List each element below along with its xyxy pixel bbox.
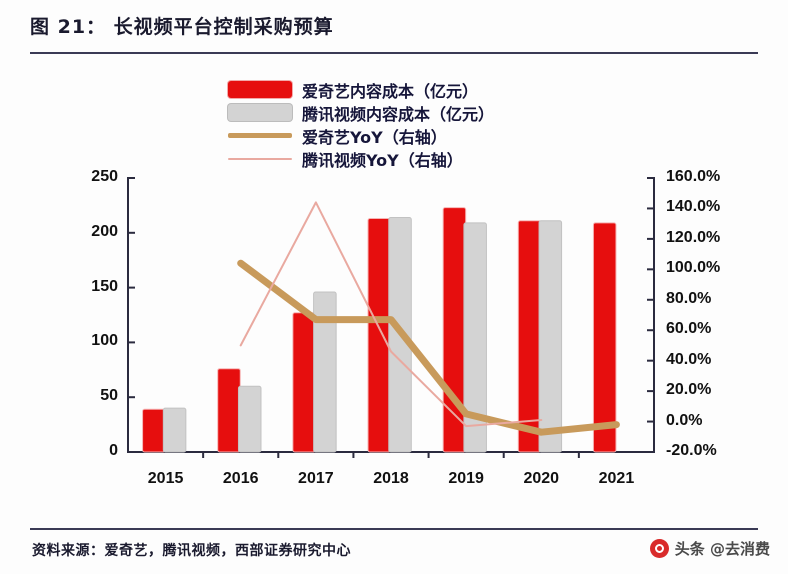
bar--2015	[142, 408, 166, 453]
chart-plot-area: 0 50 100 150 200 250 -20.0% 0.0% 20.0% 40.0% 60.0%…	[91, 168, 721, 487]
y-axis-tick-label: 100	[91, 332, 118, 350]
line-tencent-yoy	[239, 201, 543, 428]
legend-label-tencent-yoy: 腾讯视频YoY（右轴）	[302, 150, 463, 170]
line-iqiyi-yoy	[237, 259, 620, 436]
x-axis-tick-label: 2019	[448, 470, 484, 487]
toutiao-circle-icon	[649, 539, 669, 558]
watermark: 头条 @去消费	[649, 538, 770, 559]
legend-label-iqiyi-cost: 爱奇艺内容成本（亿元）	[302, 81, 479, 101]
legend-line-brown	[228, 133, 292, 138]
legend-label-tencent-cost: 腾讯视频内容成本（亿元）	[302, 104, 495, 124]
bar--2016	[237, 385, 262, 453]
legend-label-iqiyi-yoy: 爱奇艺YoY（右轴）	[302, 127, 447, 147]
legend-swatch-brown-line	[228, 127, 292, 144]
y2-axis-tick-label: 80.0%	[666, 289, 712, 307]
bar--2019	[463, 222, 487, 453]
x-axis-tick-label: 2016	[222, 470, 259, 487]
y2-axis-tick-label: -20.0%	[666, 442, 717, 459]
legend-swatch-red-bar	[228, 81, 292, 98]
legend-swatch-pink-line	[228, 150, 292, 167]
legend-line-pink	[228, 157, 292, 160]
y-axis-tick-label: 250	[91, 168, 118, 185]
footer-divider	[30, 528, 758, 530]
source-note: 资料来源：爱奇艺，腾讯视频，西部证券研究中心	[32, 543, 351, 559]
bar--2016	[217, 368, 241, 453]
x-axis-tick-label: 2020	[523, 470, 560, 487]
bar--2015	[162, 407, 187, 453]
y-axis-tick-label: 200	[91, 222, 118, 240]
chart-canvas	[127, 177, 655, 458]
y2-axis-tick-label: 120.0%	[666, 228, 721, 246]
bar--2018	[367, 218, 392, 453]
y-axis-tick-label: 50	[100, 387, 118, 405]
watermark-text: 头条 @去消费	[674, 540, 770, 558]
legend-item-iqiyi-cost: 爱奇艺内容成本（亿元）	[228, 78, 588, 101]
legend-item-iqiyi-yoy: 爱奇艺YoY（右轴）	[228, 124, 588, 147]
legend-item-tencent-yoy: 腾讯视频YoY（右轴）	[228, 147, 588, 170]
chart-legend: 爱奇艺内容成本（亿元） 腾讯视频内容成本（亿元） 爱奇艺YoY（右轴） 腾讯视频…	[228, 78, 588, 170]
x-axis-tick-label: 2015	[147, 470, 184, 487]
page-title: 图 21： 长视频平台控制采购预算	[30, 16, 334, 38]
bar--2017	[292, 312, 316, 453]
legend-item-tencent-cost: 腾讯视频内容成本（亿元）	[228, 101, 588, 124]
legend-swatch-grey-bar	[228, 104, 292, 121]
figure-title-block: 图 21： 长视频平台控制采购预算	[30, 12, 750, 39]
x-axis-tick-label: 2017	[298, 470, 334, 487]
x-axis-tick-label: 2021	[598, 470, 635, 487]
y2-axis-tick-label: 40.0%	[666, 350, 712, 368]
y-axis-tick-label: 150	[91, 277, 118, 295]
y2-axis-tick-label: 160.0%	[666, 168, 721, 185]
y2-axis-tick-label: 140.0%	[666, 198, 721, 216]
y2-axis-tick-label: 20.0%	[666, 381, 712, 399]
bar--2020	[538, 220, 563, 453]
title-divider	[30, 52, 758, 54]
y2-axis-tick-label: 100.0%	[666, 259, 721, 277]
y2-axis-tick-label: 0.0%	[666, 411, 703, 429]
bar--2021	[592, 222, 617, 453]
bar--2017	[313, 291, 337, 453]
x-axis-tick-label: 2018	[373, 470, 409, 487]
y2-axis-tick-label: 60.0%	[666, 320, 712, 338]
y-axis-tick-label: 0	[109, 442, 118, 459]
bar--2020	[517, 220, 542, 453]
